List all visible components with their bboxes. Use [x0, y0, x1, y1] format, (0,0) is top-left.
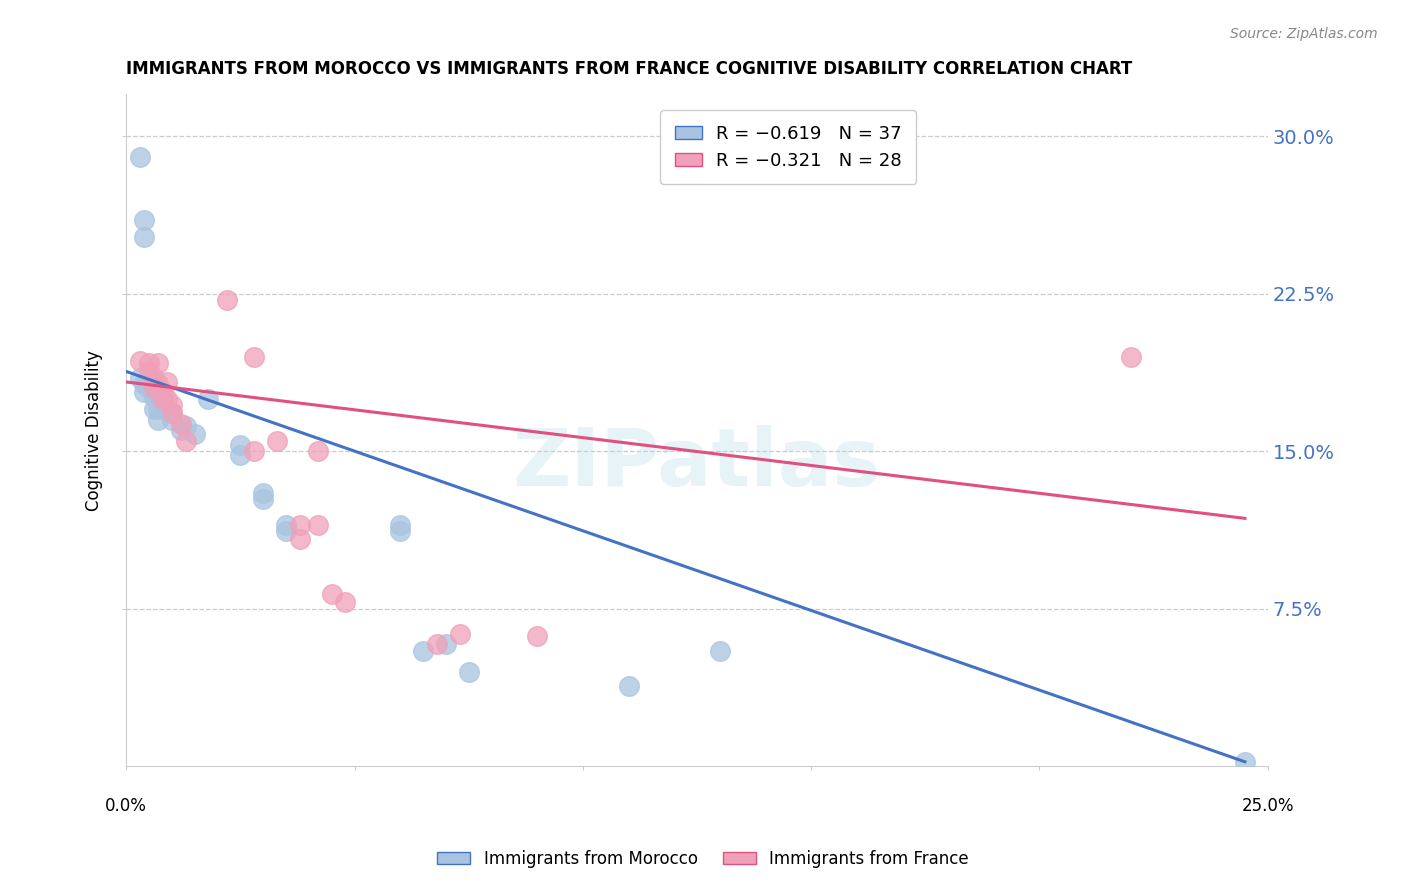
- Text: 25.0%: 25.0%: [1241, 797, 1294, 814]
- Point: [129, 370, 152, 384]
- Point: [389, 517, 412, 532]
- Legend: R = −0.619   N = 37, R = −0.321   N = 28: R = −0.619 N = 37, R = −0.321 N = 28: [661, 111, 917, 184]
- Point: [229, 438, 252, 452]
- Text: 0.0%: 0.0%: [105, 797, 148, 814]
- Point: [526, 629, 548, 643]
- Text: Source: ZipAtlas.com: Source: ZipAtlas.com: [1230, 27, 1378, 41]
- Point: [138, 381, 160, 395]
- Point: [142, 370, 165, 384]
- Point: [321, 587, 343, 601]
- Point: [160, 413, 183, 427]
- Point: [134, 377, 156, 392]
- Point: [134, 385, 156, 400]
- Point: [274, 517, 297, 532]
- Point: [709, 643, 731, 657]
- Point: [174, 434, 197, 448]
- Point: [152, 385, 174, 400]
- Point: [138, 356, 160, 370]
- Point: [197, 392, 219, 406]
- Point: [148, 402, 170, 417]
- Point: [142, 375, 165, 389]
- Point: [152, 396, 174, 410]
- Point: [335, 595, 357, 609]
- Point: [156, 375, 179, 389]
- Point: [1233, 755, 1256, 769]
- Point: [243, 350, 266, 364]
- Point: [170, 417, 193, 431]
- Point: [148, 387, 170, 401]
- Point: [389, 524, 412, 538]
- Point: [183, 427, 205, 442]
- Point: [434, 637, 457, 651]
- Point: [138, 364, 160, 378]
- Point: [134, 230, 156, 244]
- Point: [449, 627, 471, 641]
- Point: [252, 492, 274, 507]
- Point: [274, 524, 297, 538]
- Point: [1119, 350, 1142, 364]
- Point: [412, 643, 434, 657]
- Point: [457, 665, 479, 679]
- Point: [252, 486, 274, 500]
- Point: [229, 449, 252, 463]
- Point: [170, 423, 193, 437]
- Point: [160, 406, 183, 420]
- Text: IMMIGRANTS FROM MOROCCO VS IMMIGRANTS FROM FRANCE COGNITIVE DISABILITY CORRELATI: IMMIGRANTS FROM MOROCCO VS IMMIGRANTS FR…: [127, 60, 1132, 78]
- Point: [148, 377, 170, 392]
- Point: [426, 637, 449, 651]
- Text: ZIPatlas: ZIPatlas: [513, 425, 882, 503]
- Point: [307, 517, 329, 532]
- Point: [148, 356, 170, 370]
- Point: [138, 370, 160, 384]
- Point: [160, 406, 183, 420]
- Point: [307, 444, 329, 458]
- Point: [142, 381, 165, 395]
- Y-axis label: Cognitive Disability: Cognitive Disability: [86, 350, 103, 510]
- Legend: Immigrants from Morocco, Immigrants from France: Immigrants from Morocco, Immigrants from…: [430, 844, 976, 875]
- Point: [617, 679, 640, 693]
- Point: [129, 150, 152, 164]
- Point: [156, 392, 179, 406]
- Point: [142, 402, 165, 417]
- Point: [288, 533, 311, 547]
- Point: [215, 293, 238, 307]
- Point: [288, 517, 311, 532]
- Point: [156, 402, 179, 417]
- Point: [243, 444, 266, 458]
- Point: [134, 213, 156, 227]
- Point: [152, 392, 174, 406]
- Point: [160, 398, 183, 412]
- Point: [142, 390, 165, 404]
- Point: [174, 419, 197, 434]
- Point: [266, 434, 288, 448]
- Point: [129, 354, 152, 368]
- Point: [148, 413, 170, 427]
